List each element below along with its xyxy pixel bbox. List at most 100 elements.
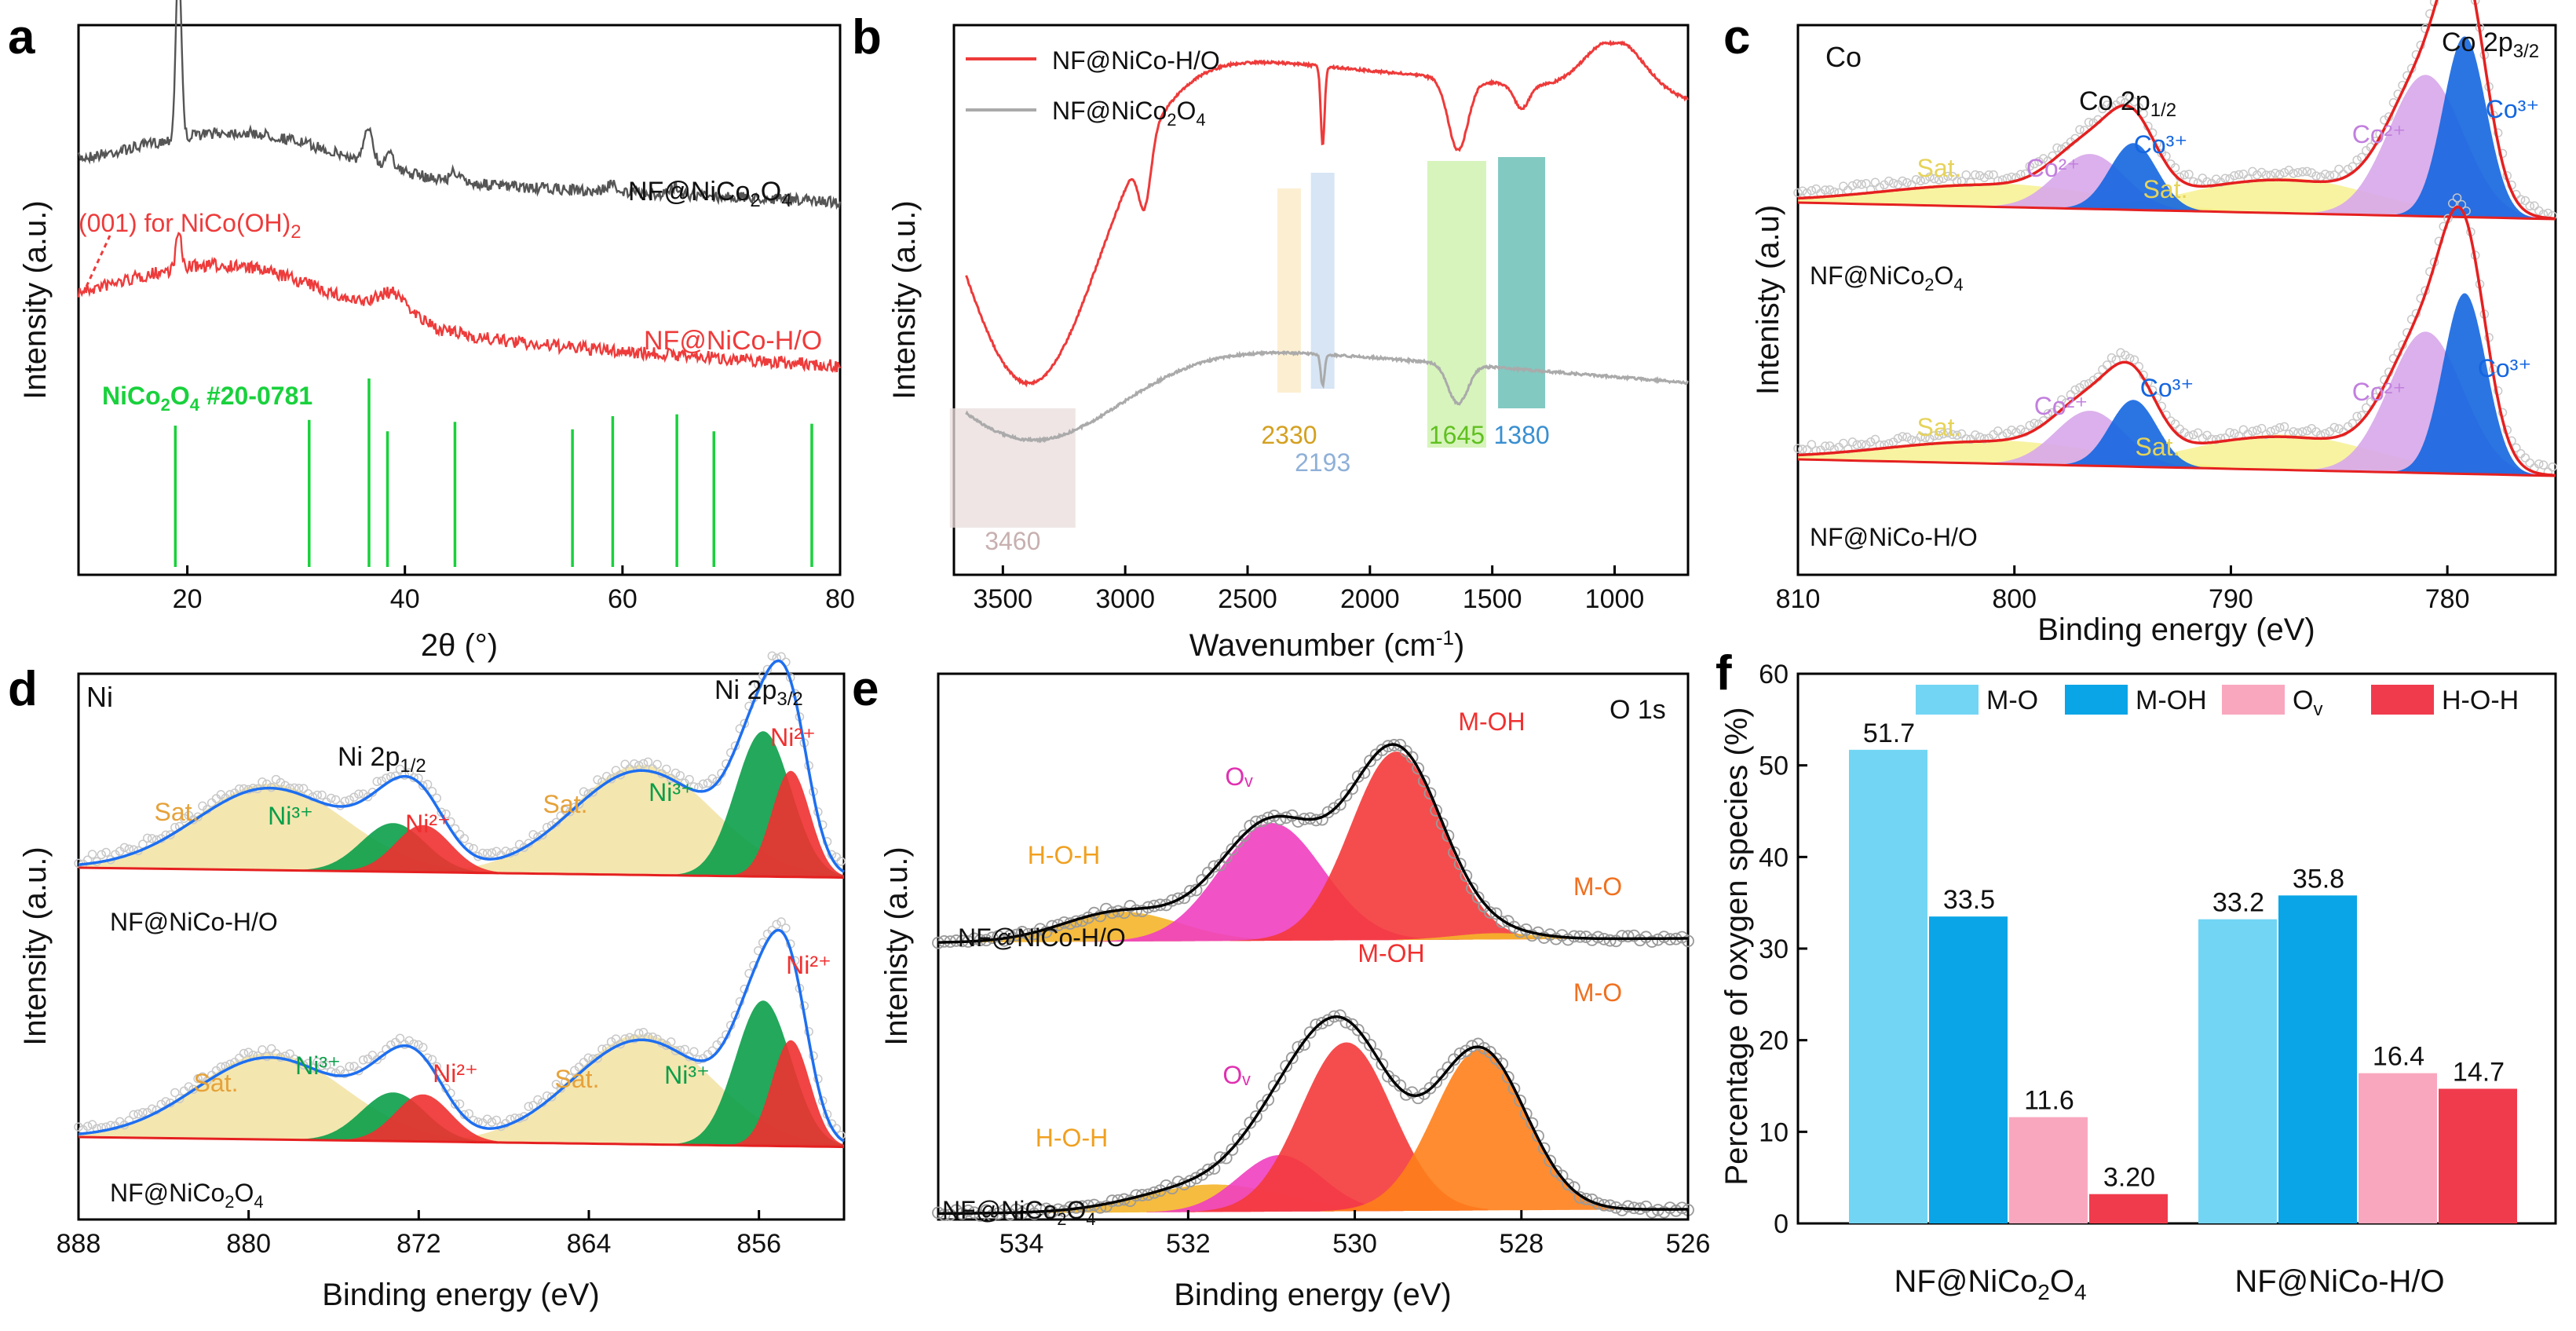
- panel-c-nico-h-o-datapoint: [1793, 444, 1803, 453]
- panel-b-x-tick-label-1: 3000: [1095, 584, 1155, 614]
- panel-d-nico2o4-datapoint: [243, 1048, 254, 1057]
- panel-b-label: b: [852, 10, 882, 64]
- panel-c-peak-co2p32: Co 2p3/2: [2442, 27, 2539, 62]
- panel-e-nico2o4-datapoint: [1394, 1079, 1407, 1092]
- panel-c-nico2o4-datapoint: [1938, 174, 1949, 184]
- panel-e-nico-h-o-datapoint: [1214, 858, 1226, 872]
- panel-b-ylabel: Intensity (a.u.): [887, 200, 922, 399]
- panel-a-ylabel: Intensity (a.u.): [18, 200, 53, 399]
- panel-b-xlabel: Wavenumber (cm-1): [1189, 626, 1465, 663]
- panel-e-nico2o4-datapoint: [1267, 1080, 1281, 1093]
- panel-b-x-tick-label-2: 2500: [1218, 584, 1277, 614]
- panel-d-nico-h-o-datapoint: [698, 779, 708, 789]
- panel-f-legend-swatch-H-O-H: [2371, 685, 2434, 715]
- panel-c-nico2o4-datapoint: [1811, 184, 1821, 194]
- panel-e-nico2o4-datapoint: [985, 1209, 999, 1222]
- panel-c-nico2o4-datapoint: [2170, 163, 2180, 173]
- panel-c-nico-h-o-datapoint: [2520, 453, 2530, 463]
- panel-e-nico-h-o-datapoint: [1328, 802, 1341, 815]
- panel-c-ann-2: Sat.: [1917, 413, 1962, 441]
- panel-c-nico2o4-datapoint: [1975, 170, 1985, 181]
- panel-c-nico2o4-datapoint: [1862, 178, 1871, 188]
- panel-c-x-tick-label-3: 780: [2425, 584, 2470, 614]
- panel-c-ann-6: Co²⁺: [2352, 120, 2406, 148]
- panel-c-nico-h-o-datapoint: [1975, 432, 1985, 442]
- panel-e-spectrum-nico-h-o: [932, 738, 1694, 949]
- panel-c-nico-h-o-datapoint: [2193, 428, 2203, 438]
- panel-b-band-1380: [1498, 157, 1546, 408]
- panel-d-nico2o4-datapoint: [285, 1049, 294, 1059]
- panel-f-legend-swatch-M-O: [1916, 685, 1979, 715]
- panel-c-nico-h-o-datapoint: [2007, 425, 2016, 435]
- panel-d-nico2o4-envelope: [78, 928, 845, 1143]
- panel-e-nico-h-o-datapoint: [1171, 892, 1185, 905]
- panel-e-x-tick-label-4: 526: [1666, 1229, 1711, 1259]
- panel-e-x-tick-label-1: 532: [1166, 1229, 1211, 1259]
- panel-c-nico2o4-datapoint: [2325, 170, 2335, 181]
- panel-d-nico-h-o-datapoint: [271, 774, 281, 784]
- panel-e-nico-h-o-datapoint: [1489, 907, 1503, 920]
- panel-b-band-2330: [1277, 188, 1301, 393]
- panel-d-nico-h-o-datapoint: [206, 798, 217, 808]
- panel-c-nico-h-o-datapoint: [1852, 440, 1862, 450]
- panel-c-nico-h-o-datapoint: [2452, 193, 2462, 203]
- panel-d-nico-h-o-datapoint: [354, 789, 364, 799]
- panel-c-nico2o4-datapoint: [1948, 171, 1957, 181]
- panel-c-nico-h-o-datapoint: [2188, 430, 2198, 440]
- panel-d-nico2o4-datapoint: [147, 1104, 157, 1114]
- panel-c-nico2o4-datapoint: [1852, 179, 1862, 188]
- panel-a-x-tick-label-3: 80: [825, 584, 855, 614]
- panel-c-nico-h-o-datapoint: [1807, 440, 1817, 449]
- panel-c-nico-h-o-datapoint: [2329, 422, 2339, 433]
- panel-c-x-tick-label-0: 810: [1776, 584, 1821, 614]
- panel-c-nico-h-o-datapoint: [2348, 419, 2358, 428]
- panel-e-nico-h-o-peak-2: [1230, 751, 1588, 942]
- panel-e-nico-h-o-datapoint: [1382, 740, 1394, 753]
- panel-e-nico-h-o-datapoint: [1196, 873, 1209, 887]
- panel-e-nico-h-o-datapoint: [1346, 782, 1359, 795]
- panel-d-nico2o4-datapoint: [611, 1034, 621, 1044]
- panel-f-bar-label-M-O-1: 33.2: [2212, 888, 2264, 918]
- panel-d-nico-h-o-datapoint: [707, 773, 718, 784]
- panel-e-nico-h-o-envelope: [938, 743, 1688, 944]
- panel-c-nico2o4-datapoint: [1807, 185, 1817, 196]
- panel-c-nico-h-o-datapoint: [2275, 422, 2285, 433]
- panel-c-nico2o4-datapoint: [1911, 174, 1921, 185]
- panel-d-nico-h-o-datapoint: [638, 759, 649, 769]
- panel-d-ann-8: Ni²⁺: [433, 1059, 478, 1088]
- panel-d-nico2o4-datapoint: [138, 1108, 148, 1117]
- panel-d-nico-h-o-datapoint: [675, 771, 685, 781]
- panel-c-ann-8: Co²⁺: [2034, 392, 2088, 420]
- panel-f-bar-Ov-0: [2009, 1117, 2088, 1223]
- panel-d-nico-h-o-datapoint: [670, 768, 681, 778]
- panel-c-nico2o4-datapoint: [2348, 162, 2358, 171]
- panel-e-nico-h-o-datapoint: [1550, 932, 1562, 945]
- panel-d-nico2o4-datapoint: [345, 1062, 354, 1071]
- panel-d-nico-h-o-datapoint: [602, 772, 612, 781]
- panel-c-nico2o4-datapoint: [2256, 167, 2267, 177]
- panel-c-nico-h-o-datapoint: [2225, 428, 2234, 437]
- panel-c-series-label-nico2o4: NF@NiCo2O4: [1810, 261, 1964, 294]
- panel-c-nico-h-o-datapoint: [1920, 433, 1930, 443]
- panel-c-nico2o4-datapoint: [1870, 177, 1880, 188]
- panel-c-nico-h-o-datapoint: [1979, 434, 1990, 444]
- panel-d-nico2o4-datapoint: [528, 1100, 538, 1110]
- panel-a-series-nico2o4: [77, 0, 842, 210]
- panel-c-nico-h-o-datapoint: [2102, 360, 2112, 370]
- panel-a-reference-label: NiCo2O4 #20-0781: [102, 382, 312, 415]
- panel-e-nico-h-o-datapoint: [1616, 930, 1628, 942]
- panel-d-nico-h-o-datapoint: [294, 784, 304, 793]
- panel-b-series-nico-h-o: [965, 39, 1689, 388]
- panel-e-nico-h-o-datapoint: [1526, 929, 1539, 942]
- panel-d-nico2o4-datapoint: [533, 1095, 543, 1105]
- panel-e-nico-h-o-datapoint: [1483, 906, 1496, 919]
- panel-c-nico-h-o-datapoint: [1893, 433, 1903, 444]
- panel-d-nico-h-o-datapoint: [588, 788, 597, 797]
- panel-c-nico2o4-datapoint: [2052, 143, 2062, 153]
- panel-d-nico2o4-datapoint: [546, 1092, 557, 1102]
- panel-e-nico-h-o-datapoint: [1219, 851, 1233, 864]
- panel-e-nico2o4-datapoint: [1453, 1047, 1467, 1060]
- panel-c-nico2o4-datapoint: [1971, 170, 1980, 180]
- panel-e: e O 1s NF@NiCo-H/O NF@NiCo2O4 H-O-H Oᵥ M-O…: [852, 662, 1710, 1312]
